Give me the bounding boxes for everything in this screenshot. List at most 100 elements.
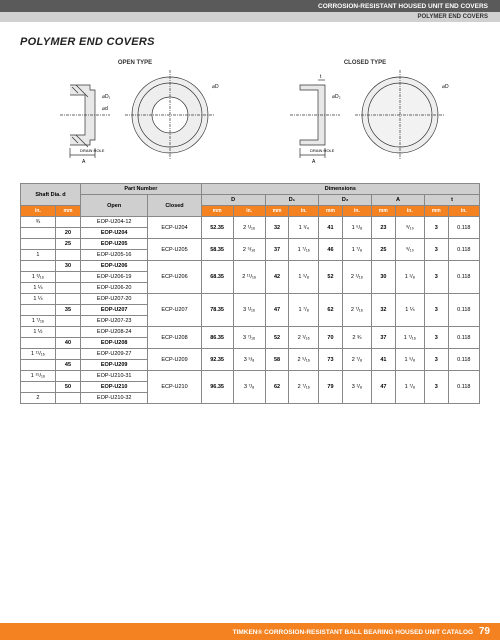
cell-shaft-in: ¾ — [21, 217, 56, 228]
cell-D1-in: 2 ⁵/₁₆ — [289, 349, 319, 371]
cell-A-in: 1 ⁷/₁₆ — [395, 327, 424, 349]
hdr-A: A — [372, 195, 425, 206]
cell-D2-mm: 41 — [319, 217, 343, 239]
cell-t-mm: 3 — [424, 349, 448, 371]
table-row: 1 ¼EOP-U207-20ECP-U20778.353 ¹/₁₆471 ⁷/₈… — [21, 294, 480, 305]
cell-open: EOP-U206 — [81, 261, 148, 272]
cell-t-in: 0.118 — [448, 217, 479, 239]
cell-A-in: ⁹/₁₀ — [395, 239, 424, 261]
cell-D-in: 3 ¹/₁₆ — [233, 294, 265, 327]
cell-D-mm: 78.35 — [201, 294, 233, 327]
cell-shaft-in: 1 ¹⁵/₁₆ — [21, 371, 56, 382]
u-mm: mm — [55, 206, 80, 217]
cell-D-in: 2 ¹/₁₆ — [233, 217, 265, 239]
cell-D1-mm: 62 — [265, 371, 289, 404]
cell-open: EOP-U204-12 — [81, 217, 148, 228]
cell-open: EOP-U205 — [81, 239, 148, 250]
table-row: ¾EOP-U204-12ECP-U20452.352 ¹/₁₆321 ¹/₄41… — [21, 217, 480, 228]
dim-D1: ⌀D₁ — [102, 94, 111, 100]
dim-D-closed: ⌀D — [442, 84, 449, 90]
cell-D1-mm: 37 — [265, 239, 289, 261]
cell-closed: ECP-U204 — [148, 217, 201, 239]
main-content: POLYMER END COVERS OPEN TYPE A ⌀D₁ — [0, 22, 500, 404]
cell-closed: ECP-U207 — [148, 294, 201, 327]
cell-shaft-in — [21, 239, 56, 250]
cell-closed: ECP-U205 — [148, 239, 201, 261]
cell-D1-mm: 42 — [265, 261, 289, 294]
hdr-partnum: Part Number — [81, 184, 202, 195]
cell-D2-mm: 73 — [319, 349, 343, 371]
cell-shaft-in: 1 ⁷/₁₆ — [21, 316, 56, 327]
hdr-dimensions: Dimensions — [201, 184, 479, 195]
cell-D1-in: 1 ⁷/₁₆ — [289, 239, 319, 261]
cell-open: EOP-U207-23 — [81, 316, 148, 327]
header-bar: CORROSION-RESISTANT HOUSED UNIT END COVE… — [0, 0, 500, 12]
diagram-closed: CLOSED TYPE A t ⌀D₂ DRAIN HOLE — [270, 60, 460, 165]
cell-shaft-in — [21, 360, 56, 371]
cell-D1-mm: 52 — [265, 327, 289, 349]
cell-shaft-mm — [55, 371, 80, 382]
cell-A-in: ⁹/₁₀ — [395, 217, 424, 239]
cell-A-mm: 37 — [372, 327, 396, 349]
diagram-row: OPEN TYPE A ⌀D₁ ⌀d DRAIN HOLE — [20, 60, 480, 165]
sub-header-bar: POLYMER END COVERS — [0, 12, 500, 22]
cell-D2-in: 3 ¹/₈ — [342, 371, 371, 404]
open-type-svg: A ⌀D₁ ⌀d DRAIN HOLE ⌀D — [40, 70, 230, 165]
cell-t-in: 0.118 — [448, 239, 479, 261]
hdr-D1: D₁ — [265, 195, 318, 206]
cell-A-mm: 41 — [372, 349, 396, 371]
cell-open: EOP-U210 — [81, 382, 148, 393]
u-in: in. — [21, 206, 56, 217]
cell-D-mm: 68.35 — [201, 261, 233, 294]
cell-A-mm: 25 — [372, 239, 396, 261]
cell-D-in: 3 ⁷/₈ — [233, 371, 265, 404]
cell-open: EOP-U208-24 — [81, 327, 148, 338]
cell-A-in: 1 ¹/₈ — [395, 261, 424, 294]
cell-D-in: 3 ⁵/₈ — [233, 349, 265, 371]
data-table: Shaft Dia. d Part Number Dimensions Open… — [20, 183, 480, 404]
cell-D-mm: 96.35 — [201, 371, 233, 404]
cell-t-in: 0.118 — [448, 327, 479, 349]
cell-shaft-mm: 40 — [55, 338, 80, 349]
cell-shaft-mm — [55, 327, 80, 338]
cell-shaft-in — [21, 382, 56, 393]
cell-D1-mm: 32 — [265, 217, 289, 239]
cell-A-in: 1 ¼ — [395, 294, 424, 327]
cell-D-mm: 52.35 — [201, 217, 233, 239]
cell-shaft-mm: 50 — [55, 382, 80, 393]
cell-A-in: 1 ⁵/₈ — [395, 349, 424, 371]
cell-closed: ECP-U208 — [148, 327, 201, 349]
cell-shaft-mm: 20 — [55, 228, 80, 239]
diagram-open: OPEN TYPE A ⌀D₁ ⌀d DRAIN HOLE — [40, 60, 230, 165]
cell-open: EOP-U210-31 — [81, 371, 148, 382]
cell-shaft-in: 2 — [21, 393, 56, 404]
hdr-t: t — [424, 195, 479, 206]
hdr-shaft: Shaft Dia. d — [21, 184, 81, 206]
table-body: ¾EOP-U204-12ECP-U20452.352 ¹/₁₆321 ¹/₄41… — [21, 217, 480, 404]
cell-open: EOP-U204 — [81, 228, 148, 239]
cell-D-in: 3 ⁷/₁₆ — [233, 327, 265, 349]
hdr-closed: Closed — [148, 195, 201, 217]
cell-A-in: 1 ⁷/₈ — [395, 371, 424, 404]
cell-open: EOP-U209-27 — [81, 349, 148, 360]
cell-closed: ECP-U209 — [148, 349, 201, 371]
cell-open: EOP-U209 — [81, 360, 148, 371]
footer-bar: TIMKEN® CORROSION-RESISTANT BALL BEARING… — [0, 623, 500, 640]
cell-A-mm: 23 — [372, 217, 396, 239]
cell-shaft-mm — [55, 349, 80, 360]
cell-open: EOP-U206-19 — [81, 272, 148, 283]
cell-D2-mm: 79 — [319, 371, 343, 404]
cell-shaft-mm — [55, 272, 80, 283]
cell-t-in: 0.118 — [448, 349, 479, 371]
cell-D2-in: 1 ⁷/₈ — [342, 239, 371, 261]
footer-text: TIMKEN® CORROSION-RESISTANT BALL BEARING… — [233, 629, 473, 636]
cell-shaft-in — [21, 228, 56, 239]
cell-shaft-in: 1 — [21, 250, 56, 261]
cell-t-mm: 3 — [424, 294, 448, 327]
cell-D2-in: 2 ¾ — [342, 327, 371, 349]
cell-t-in: 0.118 — [448, 261, 479, 294]
table-row: 30EOP-U206ECP-U20668.352 ¹¹/₁₆421 ⁵/₈522… — [21, 261, 480, 272]
cell-shaft-mm — [55, 283, 80, 294]
table-row: 1 ¹⁵/₁₆EOP-U210-31ECP-U21096.353 ⁷/₈622 … — [21, 371, 480, 382]
cell-shaft-mm — [55, 393, 80, 404]
